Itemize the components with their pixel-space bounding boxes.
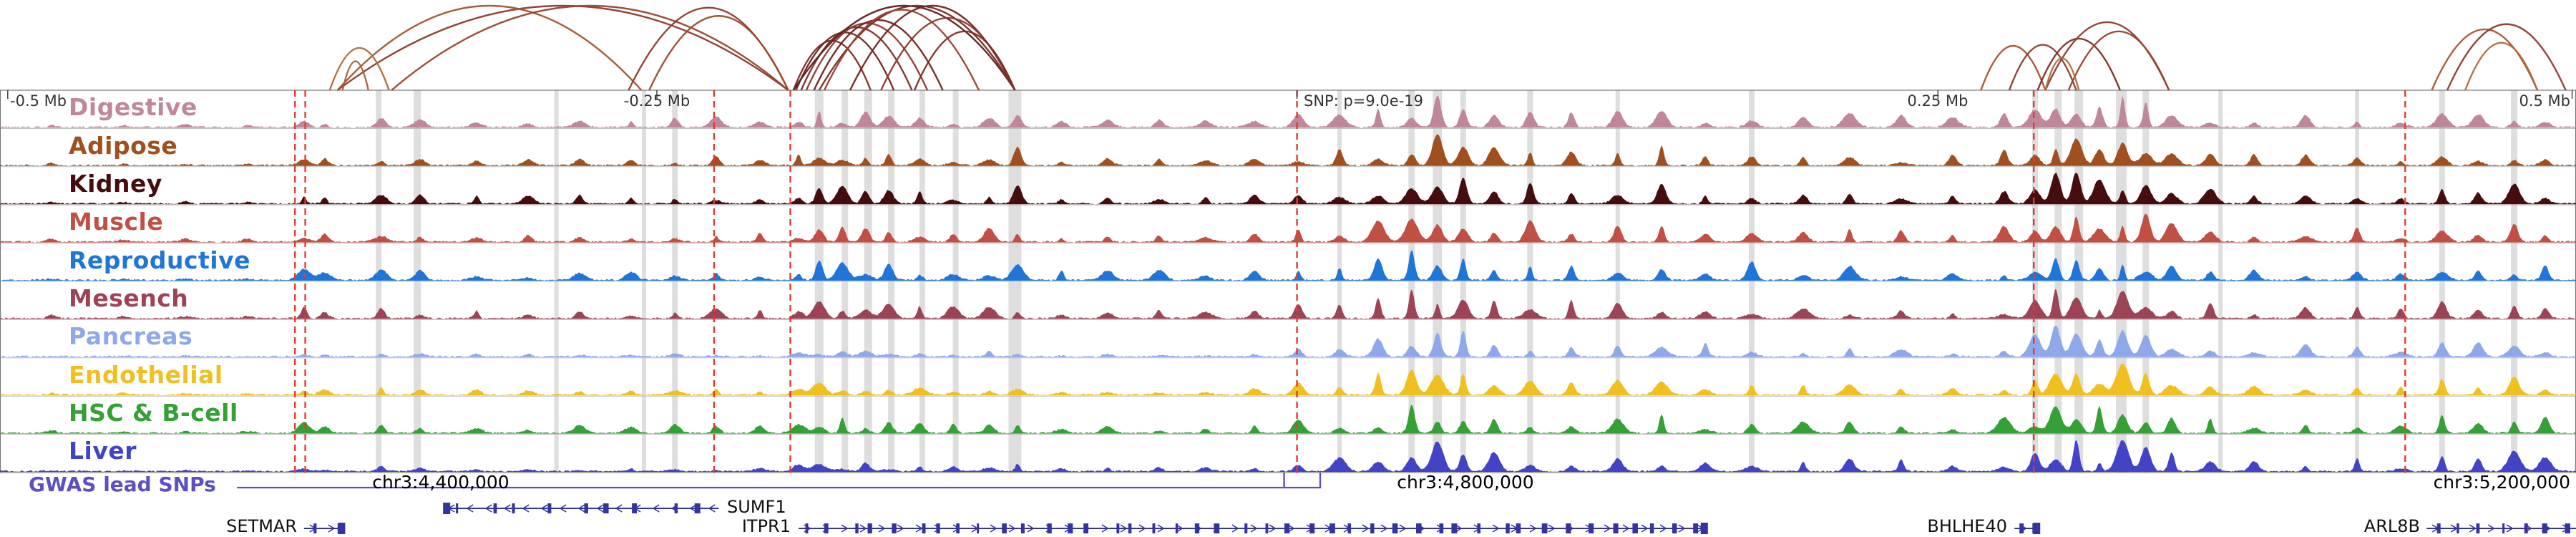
axis-label-plus-0-25mb: 0.25 Mb xyxy=(1907,92,1968,110)
signal-endothelial xyxy=(0,364,2576,396)
track-label-adipose: Adipose xyxy=(69,132,178,160)
axis-label-minus-0-5mb: -0.5 Mb xyxy=(10,92,67,110)
signal-hsc-b-cell xyxy=(0,405,2576,434)
axis-label-snp-pvalue: SNP: p=9.0e-19 xyxy=(1304,92,1423,110)
gene-annotations xyxy=(303,503,2576,534)
gene-label-arl8b: ARL8B xyxy=(2363,516,2420,536)
gwas-label: GWAS lead SNPs xyxy=(29,473,216,496)
track-label-reproductive: Reproductive xyxy=(69,246,251,274)
coord-label-chr3-5200000: chr3:5,200,000 xyxy=(2433,472,2570,493)
signal-tracks xyxy=(0,96,2576,472)
track-label-liver: Liver xyxy=(69,437,137,465)
axis-label-minus-0-25mb: -0.25 Mb xyxy=(623,92,691,110)
track-label-hsc-b-cell: HSC & B-cell xyxy=(69,399,238,427)
axis-label-plus-0-5mb: 0.5 Mb xyxy=(2519,92,2570,110)
signal-mesench xyxy=(0,289,2576,319)
track-grid xyxy=(0,90,2576,473)
signal-muscle xyxy=(0,213,2576,243)
gene-label-bhlhe40: BHLHE40 xyxy=(1927,516,2007,536)
track-label-kidney: Kidney xyxy=(69,170,162,198)
track-label-pancreas: Pancreas xyxy=(69,322,193,350)
gene-label-sumf1: SUMF1 xyxy=(727,497,786,517)
coord-label-chr3-4800000: chr3:4,800,000 xyxy=(1397,472,1534,493)
track-label-mesench: Mesench xyxy=(69,284,189,312)
coord-label-chr3-4400000: chr3:4,400,000 xyxy=(372,472,509,493)
signal-kidney xyxy=(0,173,2576,205)
axis-ticks xyxy=(7,90,2573,99)
signal-reproductive xyxy=(0,251,2576,281)
signal-digestive xyxy=(0,96,2576,128)
signal-adipose xyxy=(0,134,2576,166)
interaction-arcs xyxy=(328,4,2567,91)
gene-label-setmar: SETMAR xyxy=(226,516,297,536)
gwas-lead-snps-track xyxy=(237,473,1322,489)
gene-label-itpr1: ITPR1 xyxy=(741,516,791,536)
track-label-muscle: Muscle xyxy=(69,208,164,236)
signal-liver xyxy=(0,440,2576,472)
track-label-digestive: Digestive xyxy=(69,93,197,121)
track-label-endothelial: Endothelial xyxy=(69,361,223,389)
signal-pancreas xyxy=(0,326,2576,357)
